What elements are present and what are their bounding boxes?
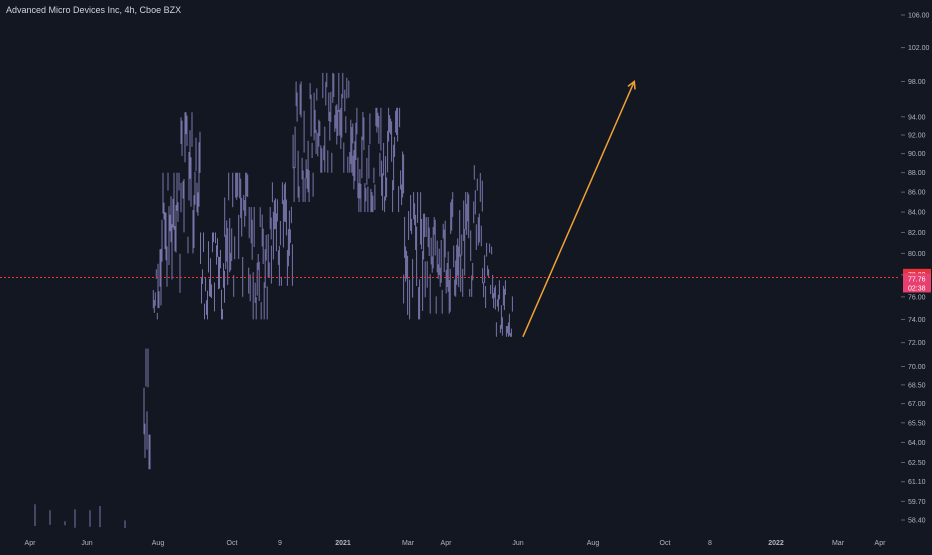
x-tick-label: 9: [278, 540, 282, 547]
y-tick-label: 92.00: [908, 132, 926, 139]
x-axis: Apr Jun Aug Oct 9 2021 Mar Apr Jun Aug Oct 8 2022 Mar…: [25, 540, 887, 547]
x-tick-label: 2022: [768, 540, 784, 547]
y-tick-label: 80.00: [908, 251, 926, 258]
y-tick-label: 90.00: [908, 151, 926, 158]
y-tick-label: 88.00: [908, 170, 926, 177]
x-tick-label: Aug: [587, 540, 600, 547]
y-tick-label: 82.00: [908, 230, 926, 237]
x-tick-label: Aug: [152, 540, 165, 547]
x-tick-label: Jun: [81, 540, 92, 547]
y-axis: 106.00 102.00 98.00 94.00 92.00 90.00 88.00 86.…: [901, 13, 930, 525]
y-tick-label: 84.00: [908, 210, 926, 217]
x-tick-label: 2021: [335, 540, 351, 547]
y-tick-label: 61.10: [908, 479, 926, 486]
y-tick-label: 102.00: [908, 45, 930, 52]
y-tick-label: 64.00: [908, 440, 926, 447]
x-tick-label: Oct: [227, 540, 238, 547]
y-tick-label: 65.50: [908, 420, 926, 427]
y-tick-label: 68.50: [908, 382, 926, 389]
x-tick-label: Jun: [512, 540, 523, 547]
y-tick-label: 74.00: [908, 317, 926, 324]
trend-arrow-head: [627, 80, 636, 90]
price-tag-label: 02:38: [908, 285, 926, 292]
y-tick-label: 98.00: [908, 79, 926, 86]
trend-arrow-line: [522, 81, 635, 338]
y-tick-label: 94.00: [908, 114, 926, 121]
y-tick-label: 106.00: [908, 13, 930, 20]
price-tag-label: 77.76: [908, 276, 926, 283]
y-tick-label: 70.00: [908, 364, 926, 371]
y-tick-label: 59.70: [908, 499, 926, 506]
price-bars: [34, 72, 513, 529]
x-tick-label: Apr: [875, 540, 887, 547]
x-tick-label: Oct: [660, 540, 671, 547]
x-tick-label: Mar: [402, 540, 415, 547]
price-tag: [903, 273, 931, 284]
y-tick-label: 67.00: [908, 401, 926, 408]
x-tick-label: 8: [708, 540, 712, 547]
y-tick-label: 76.00: [908, 294, 926, 301]
x-tick-label: Apr: [25, 540, 37, 547]
y-tick-label: 86.00: [908, 190, 926, 197]
y-tick-label: 72.00: [908, 340, 926, 347]
x-tick-label: Apr: [441, 540, 453, 547]
price-tag: [903, 282, 931, 293]
y-tick-label: 62.50: [908, 460, 926, 467]
chart-title: Advanced Micro Devices Inc, 4h, Cboe BZX: [6, 5, 182, 15]
y-tick-label: 58.40: [908, 518, 926, 525]
x-tick-label: Mar: [832, 540, 845, 547]
